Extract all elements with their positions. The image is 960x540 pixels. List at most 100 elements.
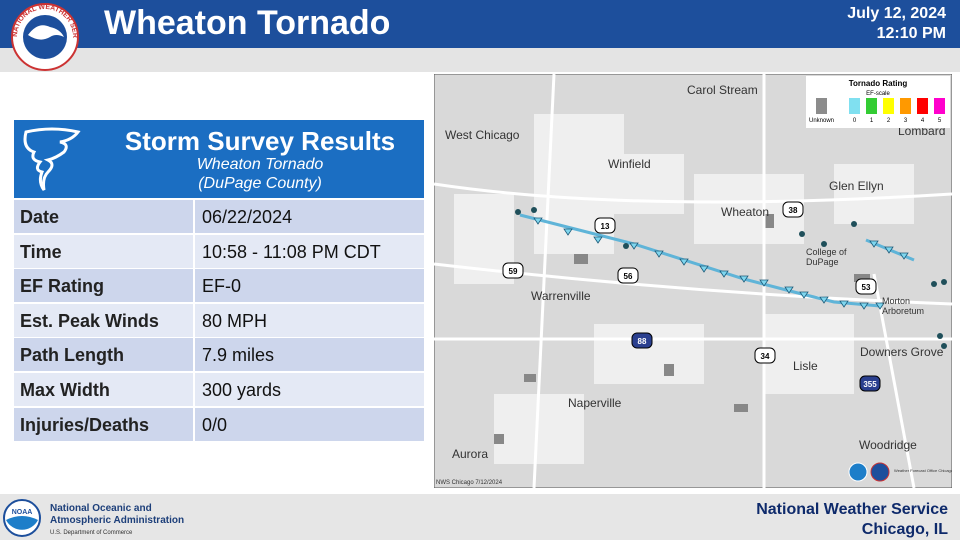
route-shield: 53 bbox=[855, 278, 877, 295]
track-marker bbox=[699, 265, 709, 273]
track-marker bbox=[869, 240, 879, 248]
legend-label: 2 bbox=[887, 118, 891, 124]
noaa-logo-text: NOAA bbox=[12, 509, 33, 516]
table-row: Est. Peak Winds 80 MPH bbox=[14, 303, 424, 338]
legend-label: 1 bbox=[870, 118, 874, 124]
nws-logo: NATIONAL WEATHER SERVICE bbox=[6, 2, 79, 71]
place-label: Glen Ellyn bbox=[829, 179, 884, 193]
shield bbox=[754, 347, 776, 364]
row-value: 10:58 - 11:08 PM CDT bbox=[202, 241, 381, 262]
legend-swatch bbox=[917, 98, 928, 114]
panel-title: Storm Survey Results bbox=[124, 126, 396, 156]
shield bbox=[855, 278, 877, 295]
place-label: Warrenville bbox=[531, 289, 591, 303]
row-value: EF-0 bbox=[202, 276, 242, 297]
row-label: Date bbox=[14, 200, 195, 234]
track-marker bbox=[784, 286, 794, 294]
map: Carol Stream West Chicago Winfield Glen Ell… bbox=[434, 74, 952, 488]
nws-mini bbox=[870, 462, 890, 482]
date: July 12, 2024 bbox=[847, 5, 946, 22]
legend-swatch bbox=[816, 98, 827, 114]
survey-panel: Storm Survey Results Wheaton Tornado (Du… bbox=[14, 120, 424, 198]
place-line: Lisle bbox=[793, 359, 818, 373]
legend-subtitle: EF-scale bbox=[866, 91, 890, 97]
track-marker bbox=[759, 279, 769, 287]
header-bar bbox=[0, 0, 960, 48]
place-label: Woodridge bbox=[859, 438, 917, 452]
track-marker bbox=[654, 250, 664, 258]
place-line: Morton bbox=[882, 296, 910, 306]
row-value: 0/0 bbox=[202, 414, 228, 435]
datetime: July 12, 2024 12:10 PM bbox=[847, 4, 946, 44]
track-marker bbox=[819, 296, 829, 304]
route-number: 88 bbox=[638, 337, 647, 346]
place-label: College of DuPage bbox=[806, 247, 847, 267]
place-label: Carol Stream bbox=[687, 83, 758, 97]
nws-office: National Weather Service Chicago, IL bbox=[756, 500, 948, 540]
table-row: Injuries/Deaths 0/0 bbox=[14, 407, 424, 442]
place-line: West Chicago bbox=[445, 128, 520, 142]
shield bbox=[617, 267, 639, 284]
track-marker bbox=[884, 246, 894, 254]
legend-label: 0 bbox=[853, 118, 857, 124]
legend-swatch bbox=[849, 98, 860, 114]
table-row: Date 06/22/2024 bbox=[14, 200, 424, 234]
place-line: Aurora bbox=[452, 447, 488, 461]
route-shield: 56 bbox=[617, 267, 639, 284]
nws-name: National Weather Service bbox=[756, 501, 948, 518]
legend-title: Tornado Rating bbox=[849, 79, 908, 88]
legend-label: 4 bbox=[921, 118, 925, 124]
track-marker bbox=[533, 217, 543, 225]
place-line: College of bbox=[806, 247, 847, 257]
place-line: Carol Stream bbox=[687, 83, 758, 97]
header-band bbox=[0, 48, 960, 72]
title: Wheaton Tornado bbox=[104, 4, 391, 42]
place-line: Wheaton bbox=[721, 205, 769, 219]
route-shield: 355 bbox=[859, 375, 881, 392]
footer bbox=[0, 494, 960, 540]
office-name: Chicago, IL bbox=[861, 521, 948, 538]
track-marker bbox=[719, 270, 729, 278]
route-number: 56 bbox=[624, 272, 633, 281]
place-line: Downers Grove bbox=[860, 345, 944, 359]
route-shield: 88 bbox=[631, 332, 653, 349]
noaa-line: National Oceanic and bbox=[50, 503, 152, 514]
route-shield: 34 bbox=[754, 347, 776, 364]
row-sep bbox=[14, 406, 424, 407]
track-marker bbox=[629, 242, 639, 250]
route-shield: 13 bbox=[594, 217, 616, 234]
table-row: EF Rating EF-0 bbox=[14, 269, 424, 304]
place-line: Winfield bbox=[608, 157, 651, 171]
place-line: Woodridge bbox=[859, 438, 917, 452]
row-sep bbox=[14, 440, 424, 442]
track-marker bbox=[899, 252, 909, 260]
shield bbox=[631, 332, 653, 349]
place-line: Naperville bbox=[568, 396, 622, 410]
place-label: Morton Arboretum bbox=[882, 296, 924, 316]
track-marker bbox=[859, 302, 869, 310]
noaa-mini bbox=[848, 462, 868, 482]
row-value: 300 yards bbox=[202, 380, 282, 400]
track-marker bbox=[739, 275, 749, 283]
track-marker bbox=[799, 291, 809, 299]
route-number: 13 bbox=[601, 222, 610, 231]
place-line: Warrenville bbox=[531, 289, 591, 303]
place-line: Glen Ellyn bbox=[829, 179, 884, 193]
legend: Tornado Rating EF-scale Unknown 0 1 2 3 4 5 bbox=[806, 76, 950, 128]
noaa-name: National Oceanic and Atmospheric Administ… bbox=[50, 503, 184, 539]
track-marker bbox=[839, 300, 849, 308]
row-label: Path Length bbox=[14, 338, 195, 373]
place-label: Winfield bbox=[608, 157, 651, 171]
route-number: 34 bbox=[761, 352, 770, 361]
shield bbox=[502, 262, 524, 279]
row-value: 7.9 miles bbox=[202, 345, 275, 366]
route-number: 53 bbox=[862, 283, 871, 292]
legend-swatch bbox=[934, 98, 945, 114]
route-number: 38 bbox=[789, 206, 798, 215]
row-value: 06/22/2024 bbox=[202, 207, 293, 227]
legend-label: Unknown bbox=[809, 118, 834, 124]
table-row: Path Length 7.9 miles bbox=[14, 338, 424, 373]
row-sep bbox=[14, 336, 424, 338]
tornado-icon bbox=[23, 127, 81, 191]
